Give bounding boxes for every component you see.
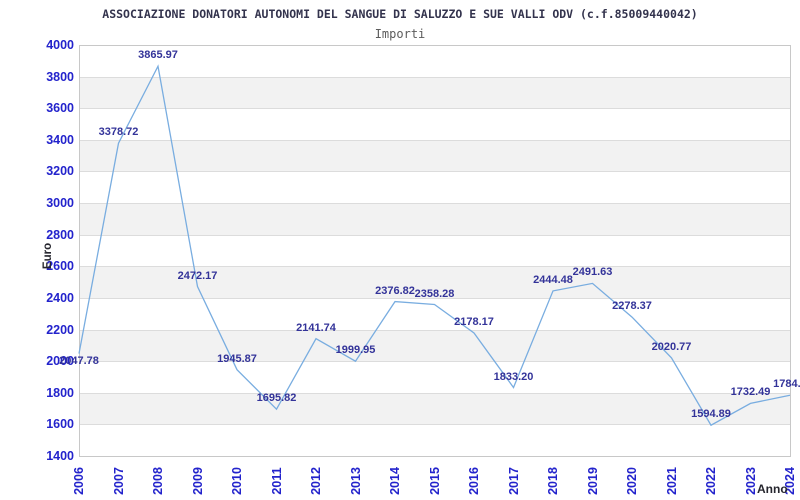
y-tick-label: 2800	[46, 227, 74, 242]
x-tick-label: 2006	[72, 467, 86, 495]
x-tick-label: 2023	[743, 467, 758, 495]
gridline	[80, 266, 790, 268]
x-tick-label: 2007	[111, 467, 126, 495]
value-label: 1594.89	[691, 408, 731, 421]
x-tick-label: 2010	[230, 467, 244, 495]
value-label: 2141.74	[296, 321, 336, 334]
gridline	[80, 203, 790, 205]
y-tick-label: 3800	[46, 69, 74, 84]
value-label: 2472.17	[177, 269, 218, 282]
x-tick-label: 2017	[506, 467, 521, 495]
grid-band	[80, 77, 790, 110]
x-tick-label: 2014	[388, 467, 402, 495]
chart-title: ASSOCIAZIONE DONATORI AUTONOMI DEL SANGU…	[102, 7, 698, 21]
x-tick-label: 2022	[704, 467, 718, 495]
x-tick-label: 2012	[309, 467, 323, 495]
x-tick-label: 2009	[190, 467, 205, 495]
value-label: 2047.78	[59, 354, 99, 367]
y-tick-label: 2400	[46, 290, 74, 305]
value-label: 2278.37	[612, 300, 652, 313]
x-tick-label: 2013	[348, 467, 363, 495]
grid-band	[80, 393, 790, 426]
value-label: 2358.28	[414, 287, 455, 300]
x-tick-label: 2018	[546, 467, 560, 495]
grid-band	[80, 140, 790, 173]
value-label: 1833.20	[493, 370, 534, 383]
value-label: 2020.77	[651, 340, 692, 353]
x-tick-label: 2011	[269, 467, 284, 495]
value-label: 3865.97	[138, 49, 178, 62]
gridline	[80, 171, 790, 173]
x-tick-label: 2016	[467, 467, 481, 495]
y-tick-label: 3400	[46, 132, 74, 147]
value-label: 2376.82	[375, 284, 415, 297]
value-label: 1999.95	[335, 344, 376, 357]
gridline	[80, 392, 790, 394]
y-tick-label: 2000	[46, 354, 74, 369]
value-label: 1732.49	[730, 386, 771, 399]
y-tick-label: 3600	[46, 101, 74, 116]
y-tick-label: 1400	[46, 449, 74, 463]
gridline	[80, 329, 790, 331]
y-tick-label: 3200	[46, 164, 74, 179]
gridline	[80, 361, 790, 363]
gridline	[80, 108, 790, 110]
grid-band	[80, 204, 790, 236]
value-label: 2491.63	[572, 266, 613, 279]
x-tick-label: 2008	[151, 467, 165, 495]
x-tick-label: 2019	[585, 467, 600, 495]
value-label: 1945.87	[217, 352, 257, 365]
value-label: 1695.82	[256, 392, 297, 405]
x-tick-label: 2015	[427, 467, 442, 495]
y-tick-label: 3000	[46, 196, 74, 211]
plot-area	[79, 45, 791, 457]
x-tick-label: 2020	[625, 467, 639, 495]
y-tick-label: 2600	[46, 259, 74, 274]
chart-subtitle: Importi	[374, 27, 426, 41]
x-tick-label: 2021	[664, 467, 679, 495]
value-label: 2178.17	[454, 315, 494, 328]
y-axis-title: Euro	[42, 242, 54, 270]
y-tick-label: 2200	[46, 322, 74, 337]
value-label: 2444.48	[533, 273, 573, 286]
gridline	[80, 424, 790, 426]
y-tick-label: 1600	[46, 417, 74, 432]
gridline	[80, 139, 790, 141]
value-label: 3378.72	[98, 126, 139, 139]
x-axis-title: Anno	[757, 482, 788, 496]
y-tick-label: 1800	[46, 385, 74, 400]
value-label: 1784.5	[773, 378, 800, 391]
gridline	[80, 234, 790, 236]
y-tick-label: 4000	[46, 38, 74, 52]
gridline	[80, 76, 790, 78]
